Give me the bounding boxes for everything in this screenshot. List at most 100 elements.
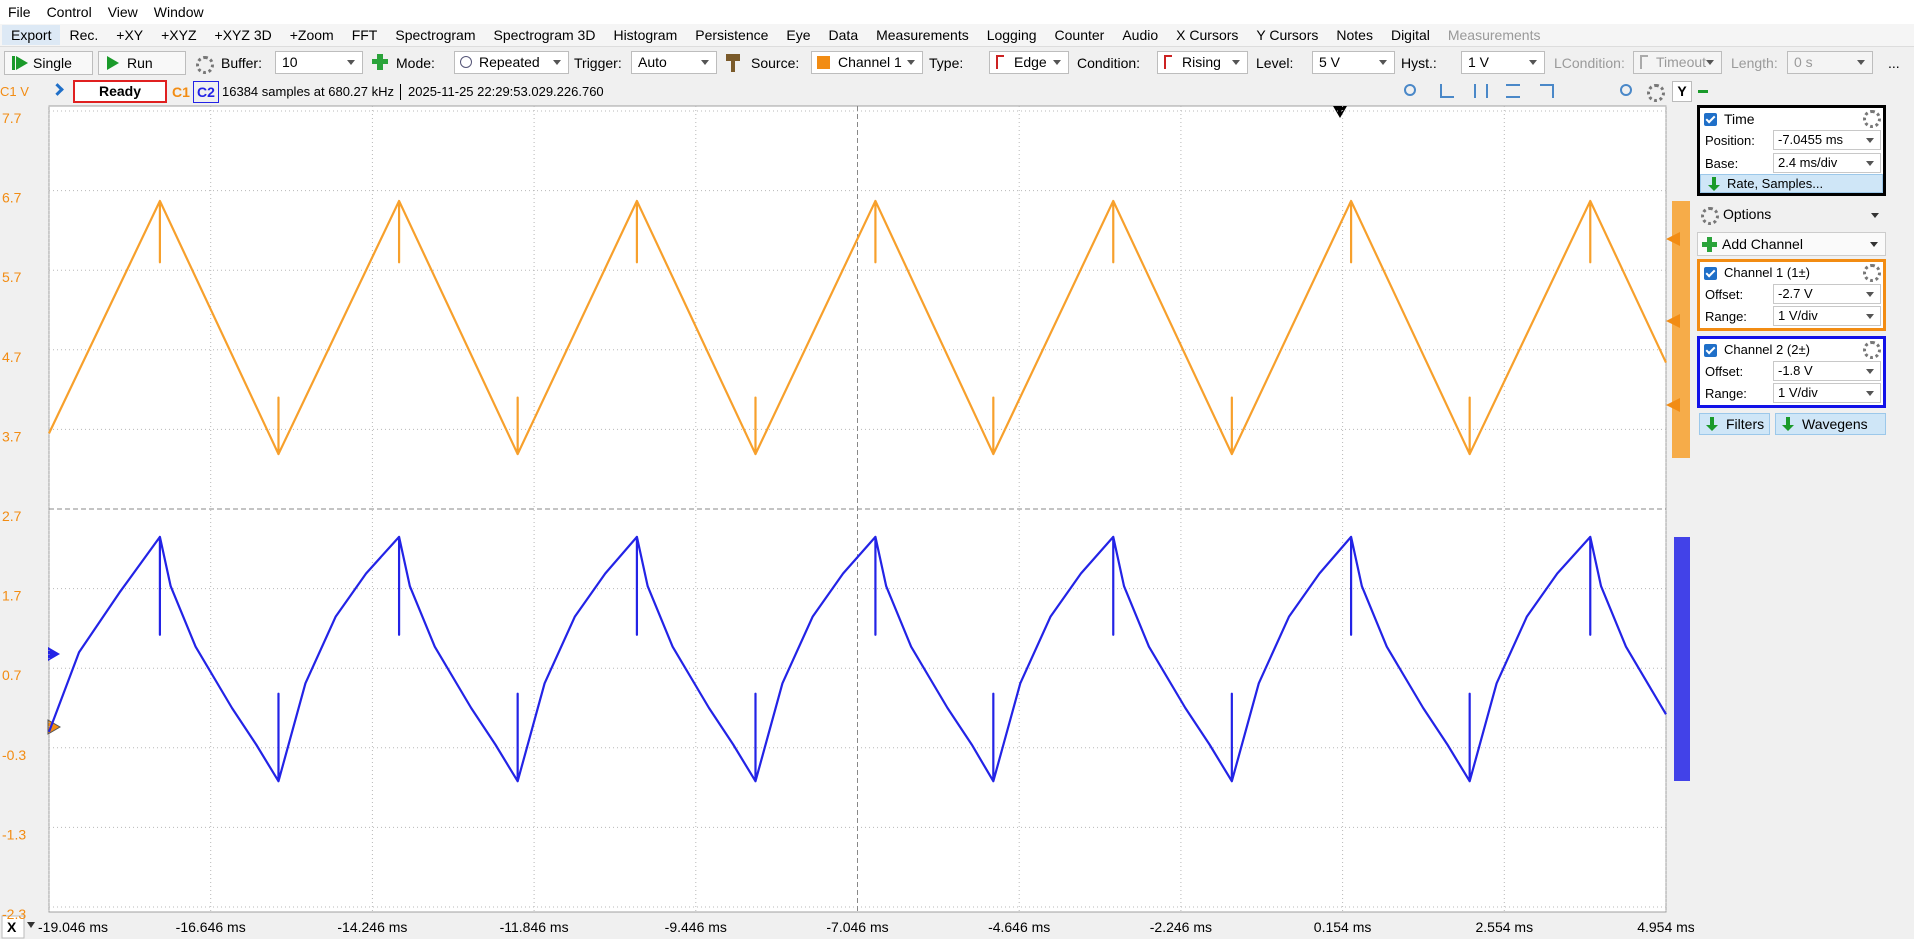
status-box: Ready: [73, 80, 167, 103]
lcondition-value: Timeout: [1656, 54, 1707, 70]
plot-settings-icon[interactable]: [1647, 84, 1665, 102]
y-tick-label: -0.3: [2, 747, 26, 763]
source-value: Channel 1: [838, 54, 902, 70]
tab[interactable]: Export: [2, 25, 61, 45]
y-tick-label: 0.7: [2, 667, 22, 683]
rate-samples-button[interactable]: Rate, Samples...: [1700, 174, 1883, 193]
tool-icon[interactable]: [1440, 84, 1454, 98]
trigger-select[interactable]: Auto: [631, 51, 717, 74]
plus-icon: [377, 54, 383, 70]
wavegens-button[interactable]: Wavegens: [1775, 413, 1886, 435]
tab[interactable]: Y Cursors: [1256, 27, 1319, 43]
wavegens-label: Wavegens: [1802, 416, 1868, 432]
tab[interactable]: Digital: [1390, 27, 1430, 43]
menu-item[interactable]: View: [107, 4, 138, 20]
mode-label: Mode:: [396, 55, 435, 71]
menu-item[interactable]: Control: [46, 4, 92, 20]
channel-settings-icon[interactable]: [1863, 264, 1881, 282]
more-button[interactable]: ...: [1888, 55, 1900, 71]
x-tick-label: -2.246 ms: [1150, 919, 1212, 935]
menu-bar: File Control View Window: [0, 0, 1914, 24]
offset-label: Offset:: [1705, 364, 1744, 379]
range-field[interactable]: 1 V/div: [1773, 383, 1881, 403]
x-caret[interactable]: [27, 922, 35, 928]
tab[interactable]: Spectrogram: [395, 27, 476, 43]
ch1-histogram: [1672, 201, 1690, 458]
time-checkbox[interactable]: [1704, 113, 1717, 126]
channel-checkbox[interactable]: [1704, 267, 1717, 280]
menu-item[interactable]: Window: [153, 4, 204, 20]
level-value: 5 V: [1319, 54, 1341, 70]
tab[interactable]: Histogram: [613, 27, 678, 43]
status-state: Ready: [98, 83, 142, 99]
x-button[interactable]: [1, 915, 25, 939]
settings-icon[interactable]: [196, 56, 214, 74]
tab[interactable]: FFT: [351, 27, 378, 43]
lcondition-select: Timeout: [1633, 51, 1722, 74]
y-button-label: Y: [1677, 83, 1687, 99]
tool-icon[interactable]: [1506, 84, 1520, 98]
expand-icon[interactable]: [51, 83, 64, 96]
y-tick-label: 3.7: [2, 428, 22, 444]
tab[interactable]: +Zoom: [289, 27, 334, 43]
length-label: Length:: [1731, 55, 1778, 71]
menu-item[interactable]: File: [8, 4, 31, 20]
x-axis-label: X: [7, 919, 17, 935]
base-field[interactable]: 2.4 ms/div: [1773, 153, 1881, 173]
tab[interactable]: Data: [828, 27, 859, 43]
tab[interactable]: +XY: [116, 27, 144, 43]
filters-button[interactable]: Filters: [1699, 413, 1770, 435]
type-select[interactable]: Edge: [989, 51, 1069, 74]
hyst-select[interactable]: 1 V: [1461, 51, 1545, 74]
offset-field[interactable]: -2.7 V: [1773, 284, 1881, 304]
tab[interactable]: Spectrogram 3D: [493, 27, 596, 43]
run-button[interactable]: Run: [98, 51, 186, 75]
tab[interactable]: Rec.: [69, 27, 99, 43]
buffer-input[interactable]: 10: [275, 51, 363, 74]
time-panel: Time Position: -7.0455 ms Base: 2.4 ms/d…: [1697, 105, 1886, 196]
tab[interactable]: +XYZ: [161, 27, 197, 43]
add-channel-button[interactable]: Add Channel: [1697, 232, 1886, 256]
y-button[interactable]: Y: [1672, 81, 1692, 102]
hyst-value: 1 V: [1468, 54, 1490, 70]
tab[interactable]: Measurements: [876, 27, 969, 43]
condition-select[interactable]: Rising: [1157, 51, 1248, 74]
tab[interactable]: +XYZ 3D: [214, 27, 272, 43]
offset-field[interactable]: -1.8 V: [1773, 361, 1881, 381]
c2-indicator: C2: [193, 81, 219, 103]
tab[interactable]: Counter: [1054, 27, 1105, 43]
zoom-icon[interactable]: [1404, 84, 1416, 96]
level-select[interactable]: 5 V: [1312, 51, 1395, 74]
tab[interactable]: Notes: [1336, 27, 1373, 43]
zoom-out-icon[interactable]: [1620, 84, 1632, 96]
y-tick-label: 6.7: [2, 190, 22, 206]
buffer-label: Buffer:: [221, 55, 262, 71]
range-field[interactable]: 1 V/div: [1773, 306, 1881, 326]
options-label[interactable]: Options: [1723, 206, 1772, 222]
single-button[interactable]: Single: [4, 51, 93, 75]
mode-select[interactable]: Repeated: [454, 51, 569, 74]
source-select[interactable]: Channel 1: [811, 51, 923, 74]
tab[interactable]: Measurements: [1447, 27, 1541, 43]
x-tick-label: -14.246 ms: [337, 919, 407, 935]
tab[interactable]: Persistence: [695, 27, 769, 43]
options-caret: [1871, 213, 1879, 222]
options-icon[interactable]: [1701, 207, 1719, 225]
offset-label: Offset:: [1705, 287, 1744, 302]
tool-icon[interactable]: [1474, 84, 1488, 98]
type-label: Type:: [929, 55, 964, 71]
offset-value: -2.7 V: [1778, 286, 1813, 301]
channel-settings-icon[interactable]: [1863, 341, 1881, 359]
channel-checkbox[interactable]: [1704, 344, 1717, 357]
hammer-icon[interactable]: [726, 54, 740, 61]
time-settings-icon[interactable]: [1863, 110, 1881, 128]
tab[interactable]: Eye: [786, 27, 811, 43]
channel-panel: Channel 1 (1±) Offset: -2.7 V Range: 1 V/div: [1697, 259, 1886, 331]
position-field[interactable]: -7.0455 ms: [1773, 130, 1881, 150]
level-label: Level:: [1256, 55, 1294, 71]
tab[interactable]: Logging: [986, 27, 1037, 43]
tool-icon[interactable]: [1540, 84, 1554, 98]
tab[interactable]: Audio: [1122, 27, 1159, 43]
tab[interactable]: X Cursors: [1176, 27, 1239, 43]
x-tick-label: 2.554 ms: [1476, 919, 1534, 935]
